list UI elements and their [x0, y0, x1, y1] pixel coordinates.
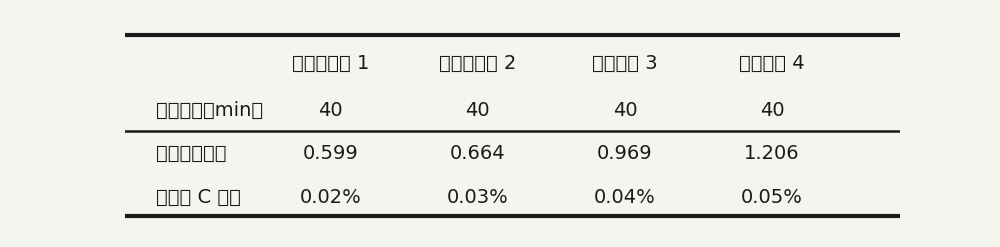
- Text: 超声时间（min）: 超声时间（min）: [156, 101, 263, 120]
- Text: 0.664: 0.664: [450, 144, 505, 163]
- Text: 维生素 C 含量: 维生素 C 含量: [156, 187, 241, 206]
- Text: 0.02%: 0.02%: [300, 187, 361, 206]
- Text: 0.05%: 0.05%: [741, 187, 803, 206]
- Text: 灌菌发方法 1: 灌菌发方法 1: [292, 54, 369, 73]
- Text: 灌菌方法 4: 灌菌方法 4: [739, 54, 805, 73]
- Text: 40: 40: [760, 101, 784, 120]
- Text: 40: 40: [613, 101, 637, 120]
- Text: 平均吸光度値: 平均吸光度値: [156, 144, 226, 163]
- Text: 1.206: 1.206: [744, 144, 800, 163]
- Text: 灌菌发方法 2: 灌菌发方法 2: [439, 54, 516, 73]
- Text: 0.03%: 0.03%: [447, 187, 509, 206]
- Text: 灌菌方法 3: 灌菌方法 3: [592, 54, 658, 73]
- Text: 0.04%: 0.04%: [594, 187, 656, 206]
- Text: 40: 40: [465, 101, 490, 120]
- Text: 0.599: 0.599: [302, 144, 358, 163]
- Text: 40: 40: [318, 101, 343, 120]
- Text: 0.969: 0.969: [597, 144, 653, 163]
